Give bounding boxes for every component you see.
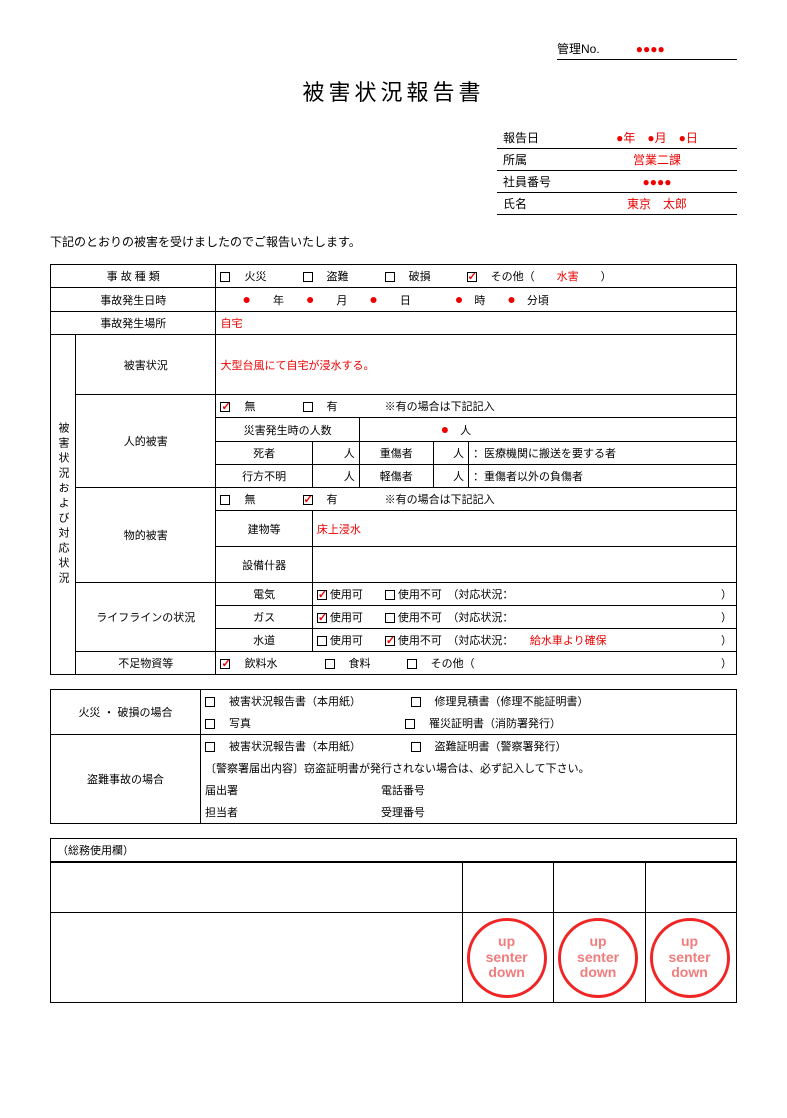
lifeline-label: ライフラインの状況 [76,583,216,652]
severe-count: 人 [433,442,468,465]
dead-count: 人 [312,442,359,465]
accident-date-row: ● 年 ● 月 ● 日 ● 時 ● 分頃 [216,288,737,312]
shortage-row: 飲料水 食料 その他（） [216,652,737,675]
building-value: 床上浸水 [312,511,736,547]
checkbox-fire-doc4[interactable] [405,719,415,729]
checkbox-water-ng[interactable] [385,636,395,646]
hdr-value-1: 営業二課 [577,149,737,171]
damage-situation-label: 被害状況 [76,335,216,395]
accident-place-label: 事故発生場所 [51,312,216,335]
elec-row: 使用可 使用不可 （対応状況：） [312,583,736,606]
page-title: 被害状況報告書 [50,75,737,107]
human-damage-yn: 無 有 ※有の場合は下記記入 [216,395,737,418]
minor-label: 軽傷者 [359,465,433,488]
shortage-label: 不足物資等 [76,652,216,675]
accident-type-row: 火災 盗難 破損 その他（ 水害 ） [216,265,737,288]
admin-section-label: （総務使用欄） [50,838,737,862]
checkbox-damage[interactable] [385,272,395,282]
gas-row: 使用可 使用不可 （対応状況：） [312,606,736,629]
missing-label: 行方不明 [216,465,312,488]
hdr-label-3: 氏名 [497,193,577,215]
checkbox-theft-doc1[interactable] [205,742,215,752]
equipment-label: 設備什器 [216,547,312,583]
dead-label: 死者 [216,442,312,465]
minor-note: ：重傷者以外の負傷者 [468,465,736,488]
accident-place-value: 自宅 [216,312,737,335]
minor-count: 人 [433,465,468,488]
property-damage-label: 物的被害 [76,488,216,583]
fire-case-label: 火災 ・ 破損の場合 [51,690,201,735]
severe-note: ：医療機関に搬送を要する者 [468,442,736,465]
intro-text: 下記のとおりの被害を受けましたのでご報告いたします。 [50,233,737,250]
checkbox-elec-ok[interactable] [317,590,327,600]
attachment-table: 火災 ・ 破損の場合 被害状況報告書（本用紙） 修理見積書（修理不能証明書） 写… [50,689,737,824]
checkbox-fire-doc3[interactable] [205,719,215,729]
mgmt-value: ●●●● [636,42,665,56]
human-damage-label: 人的被害 [76,395,216,488]
checkbox-prop-yes[interactable] [303,495,313,505]
checkbox-gas-ok[interactable] [317,613,327,623]
theft-docs-1: 被害状況報告書（本用紙） 盗難証明書（警察署発行） [201,735,737,758]
checkbox-theft-doc2[interactable] [411,742,421,752]
checkbox-other[interactable] [467,272,477,282]
checkbox-human-yes[interactable] [303,402,313,412]
checkbox-theft[interactable] [303,272,313,282]
accident-date-label: 事故発生日時 [51,288,216,312]
disaster-time-people-value: ● 人 [359,418,736,442]
fire-docs-2: 写真 罹災証明書（消防署発行） [201,712,737,735]
checkbox-prop-none[interactable] [220,495,230,505]
header-table: 報告日●年 ●月 ●日 所属営業二課 社員番号●●●● 氏名東京 太郎 [497,127,737,215]
missing-count: 人 [312,465,359,488]
checkbox-water-ok[interactable] [317,636,327,646]
stamp-3: upsenterdown [650,918,730,998]
fire-docs-1: 被害状況報告書（本用紙） 修理見積書（修理不能証明書） [201,690,737,713]
water-row: 使用可 使用不可 （対応状況： 給水車より確保） [312,629,736,652]
checkbox-gas-ng[interactable] [385,613,395,623]
checkbox-fire-doc2[interactable] [411,697,421,707]
damage-situation-text: 大型台風にて自宅が浸水する。 [216,335,737,395]
checkbox-short-other[interactable] [407,659,417,669]
admin-table: upsenterdown upsenterdown upsenterdown [50,862,737,1003]
hdr-value-2: ●●●● [577,171,737,193]
checkbox-short-water[interactable] [220,659,230,669]
checkbox-human-none[interactable] [220,402,230,412]
accident-type-label: 事 故 種 類 [51,265,216,288]
stamp-2: upsenterdown [558,918,638,998]
checkbox-fire-doc1[interactable] [205,697,215,707]
accident-table: 事 故 種 類 火災 盗難 破損 その他（ 水害 ） 事故発生日時 ● 年 ● … [50,264,737,675]
hdr-value-3: 東京 太郎 [577,193,737,215]
gas-label: ガス [216,606,312,629]
hdr-label-1: 所属 [497,149,577,171]
checkbox-fire[interactable] [220,272,230,282]
theft-office-row: 届出署 電話番号 [201,779,737,801]
management-number-line: 管理No. ●●●● [50,40,737,60]
hdr-label-2: 社員番号 [497,171,577,193]
severe-label: 重傷者 [359,442,433,465]
theft-person-row: 担当者 受理番号 [201,801,737,824]
theft-note: 〔警察署届出内容〕窃盗証明書が発行されない場合は、必ず記入して下さい。 [201,757,737,779]
situation-vertical-label: 被害状況および対応状況 [51,335,76,675]
building-label: 建物等 [216,511,312,547]
elec-label: 電気 [216,583,312,606]
hdr-label-0: 報告日 [497,127,577,149]
water-label: 水道 [216,629,312,652]
equipment-value [312,547,736,583]
property-yn: 無 有 ※有の場合は下記記入 [216,488,737,511]
mgmt-label: 管理No. [557,42,600,56]
hdr-value-0: ●年 ●月 ●日 [577,127,737,149]
checkbox-elec-ng[interactable] [385,590,395,600]
disaster-time-people-label: 災害発生時の人数 [216,418,359,442]
stamp-1: upsenterdown [467,918,547,998]
theft-case-label: 盗難事故の場合 [51,735,201,824]
checkbox-short-food[interactable] [325,659,335,669]
